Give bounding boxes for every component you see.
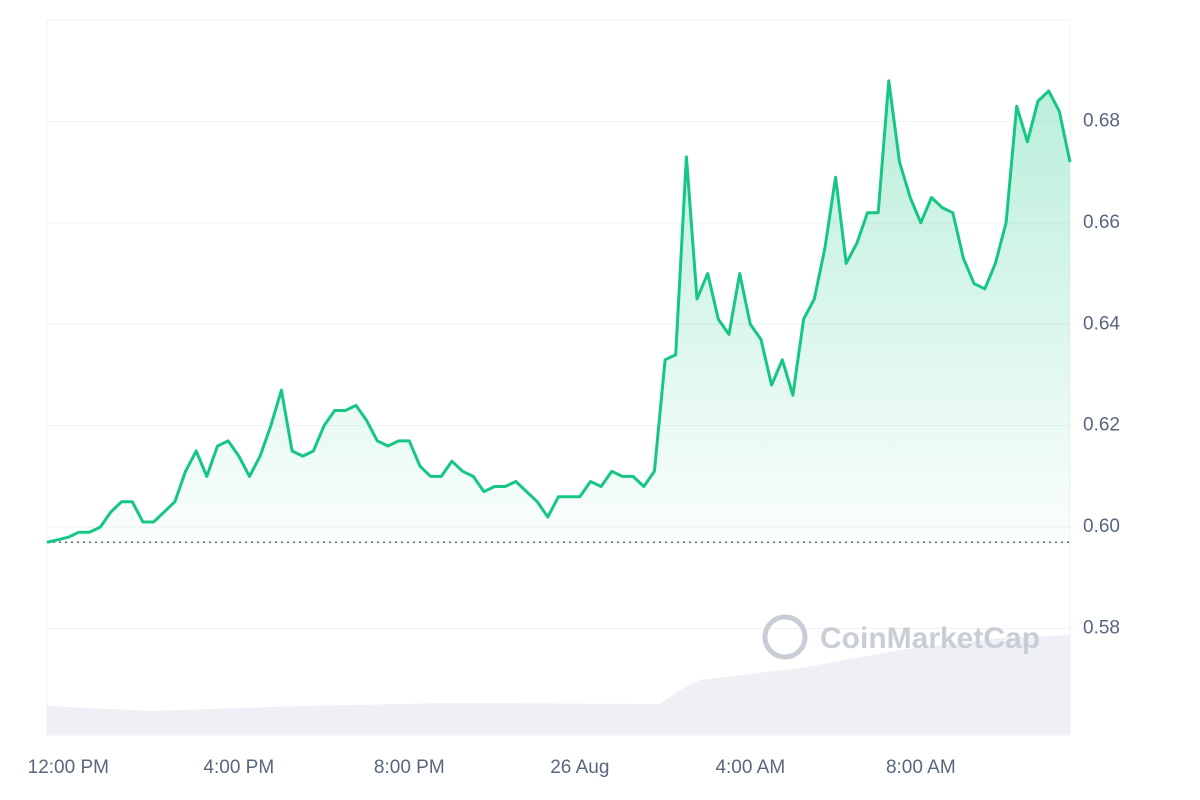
- price-area: [47, 80, 1070, 543]
- x-tick-label: 4:00 AM: [715, 757, 785, 778]
- x-tick-label: 4:00 PM: [203, 757, 274, 778]
- volume-area: [47, 635, 1070, 735]
- y-tick-label: 0.60: [1083, 516, 1120, 537]
- y-tick-label: 0.62: [1083, 415, 1120, 436]
- watermark-logo: [762, 614, 808, 660]
- y-tick-label: 0.66: [1083, 212, 1120, 233]
- x-tick-label: 8:00 PM: [374, 757, 445, 778]
- x-tick-label: 12:00 PM: [28, 757, 109, 778]
- y-tick-label: 0.64: [1083, 313, 1120, 334]
- watermark-text: CoinMarketCap: [820, 622, 1040, 655]
- y-tick-label: 0.58: [1083, 618, 1120, 639]
- x-tick-label: 8:00 AM: [886, 757, 956, 778]
- x-tick-label: 26 Aug: [550, 757, 609, 778]
- price-line: [46, 79, 1072, 544]
- watermark: CoinMarketCap: [762, 614, 1040, 660]
- y-tick-label: 0.68: [1083, 110, 1120, 131]
